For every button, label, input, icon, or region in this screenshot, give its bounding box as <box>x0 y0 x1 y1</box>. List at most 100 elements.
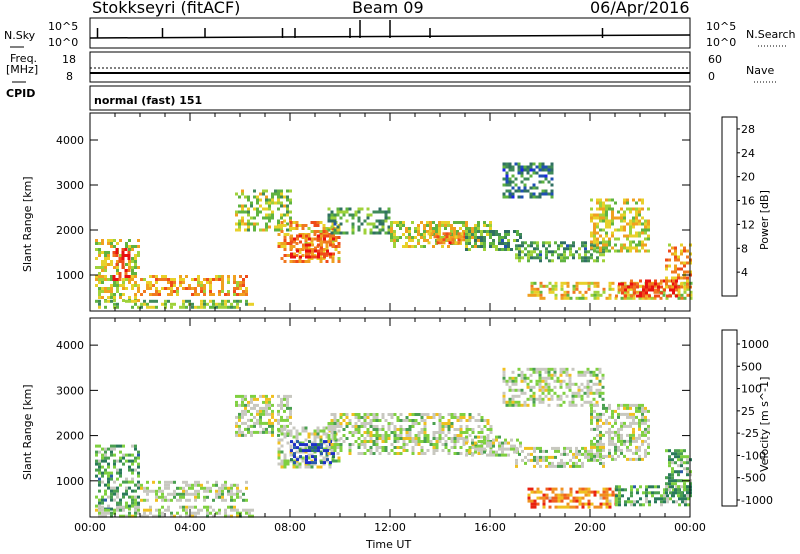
power-data-cell <box>238 204 241 208</box>
velocity-data-cell <box>363 446 367 449</box>
power-data-cell <box>498 239 501 242</box>
power-data-cell <box>471 236 474 239</box>
velocity-data-cell <box>620 412 623 416</box>
power-data-cell <box>548 259 551 263</box>
freq-strip-frame <box>89 51 691 83</box>
velocity-data-cell <box>98 477 101 481</box>
power-data-cell <box>290 237 293 241</box>
power-data-cell <box>566 244 569 248</box>
power-data-cell <box>101 296 104 299</box>
velocity-data-cell <box>215 511 218 515</box>
power-data-cell <box>635 231 638 235</box>
velocity-data-cell <box>316 465 320 469</box>
power-data-cell <box>513 230 516 233</box>
power-data-cell <box>333 213 337 217</box>
velocity-data-cell <box>541 400 545 404</box>
power-data-cell <box>502 162 506 166</box>
velocity-data-cell <box>563 493 567 497</box>
power-data-cell <box>505 174 509 178</box>
velocity-data-cell <box>363 422 367 425</box>
velocity-data-cell <box>668 482 671 486</box>
power-data-cell <box>387 228 391 232</box>
power-data-cell <box>435 227 438 230</box>
velocity-data-cell <box>233 498 236 502</box>
power-data-cell <box>245 293 248 296</box>
power-data-cell <box>584 247 587 251</box>
velocity-data-cell <box>119 483 122 487</box>
velocity-data-cell <box>423 437 427 440</box>
velocity-data-cell <box>435 440 439 443</box>
velocity-data-cell <box>632 439 635 443</box>
velocity-data-cell <box>384 431 388 434</box>
power-data-cell <box>197 281 200 284</box>
velocity-data-cell <box>539 449 542 453</box>
power-data-cell <box>155 278 158 281</box>
velocity-data-cell <box>238 394 241 398</box>
velocity-data-cell <box>641 433 644 437</box>
velocity-data-cell <box>557 493 561 497</box>
velocity-data-cell <box>375 437 379 440</box>
power-data-cell <box>280 224 284 227</box>
power-data-cell <box>644 228 647 232</box>
power-data-cell <box>530 290 534 294</box>
velocity-data-cell <box>456 434 460 437</box>
velocity-data-cell <box>432 434 436 437</box>
velocity-data-cell <box>122 456 125 460</box>
velocity-data-cell <box>641 406 644 410</box>
power-data-cell <box>489 245 492 248</box>
power-data-cell <box>620 225 623 229</box>
power-data-cell <box>575 287 579 291</box>
velocity-data-cell <box>271 433 274 437</box>
power-data-cell <box>623 210 626 214</box>
power-data-cell <box>197 293 200 296</box>
power-data-cell <box>256 201 259 205</box>
velocity-data-cell <box>462 431 466 434</box>
power-data-cell <box>158 278 161 281</box>
power-data-cell <box>152 293 155 296</box>
power-data-cell <box>433 235 437 239</box>
velocity-data-cell <box>553 367 557 371</box>
velocity-data-cell <box>595 391 599 395</box>
velocity-data-cell <box>508 379 512 383</box>
velocity-data-cell <box>280 465 284 469</box>
power-data-cell <box>405 245 408 248</box>
power-data-cell <box>624 294 627 298</box>
velocity-data-cell <box>647 451 650 455</box>
velocity-data-cell <box>589 370 593 374</box>
velocity-data-cell <box>580 370 584 374</box>
power-data-cell <box>451 241 455 245</box>
velocity-data-cell <box>417 437 421 440</box>
power-data-cell <box>563 250 566 254</box>
velocity-data-cell <box>668 464 671 468</box>
power-data-cell <box>125 245 128 248</box>
power-data-cell <box>435 230 438 233</box>
power-data-cell <box>504 233 507 236</box>
power-data-cell <box>560 241 563 245</box>
power-data-cell <box>683 296 687 300</box>
power-data-cell <box>480 245 483 248</box>
velocity-data-cell <box>381 428 385 431</box>
power-data-cell <box>524 247 527 251</box>
power-data-cell <box>247 210 250 214</box>
power-data-cell <box>286 204 289 208</box>
velocity-data-cell <box>277 433 280 437</box>
velocity-data-cell <box>277 456 281 460</box>
power-data-cell <box>116 269 119 272</box>
power-data-cell <box>683 276 686 280</box>
power-data-cell <box>629 287 633 291</box>
velocity-data-cell <box>584 487 588 491</box>
power-data-cell <box>110 275 113 278</box>
power-data-cell <box>290 240 293 244</box>
velocity-data-cell <box>677 458 680 462</box>
velocity-data-cell <box>224 486 227 490</box>
power-data-cell <box>218 290 221 293</box>
power-data-cell <box>683 264 686 268</box>
power-data-cell <box>599 204 602 208</box>
velocity-data-cell <box>230 486 233 490</box>
velocity-data-cell <box>369 431 373 434</box>
power-data-cell <box>265 207 268 211</box>
power-data-cell <box>445 235 449 239</box>
power-data-cell <box>654 288 657 292</box>
velocity-data-cell <box>238 418 241 422</box>
velocity-data-cell <box>314 443 317 447</box>
